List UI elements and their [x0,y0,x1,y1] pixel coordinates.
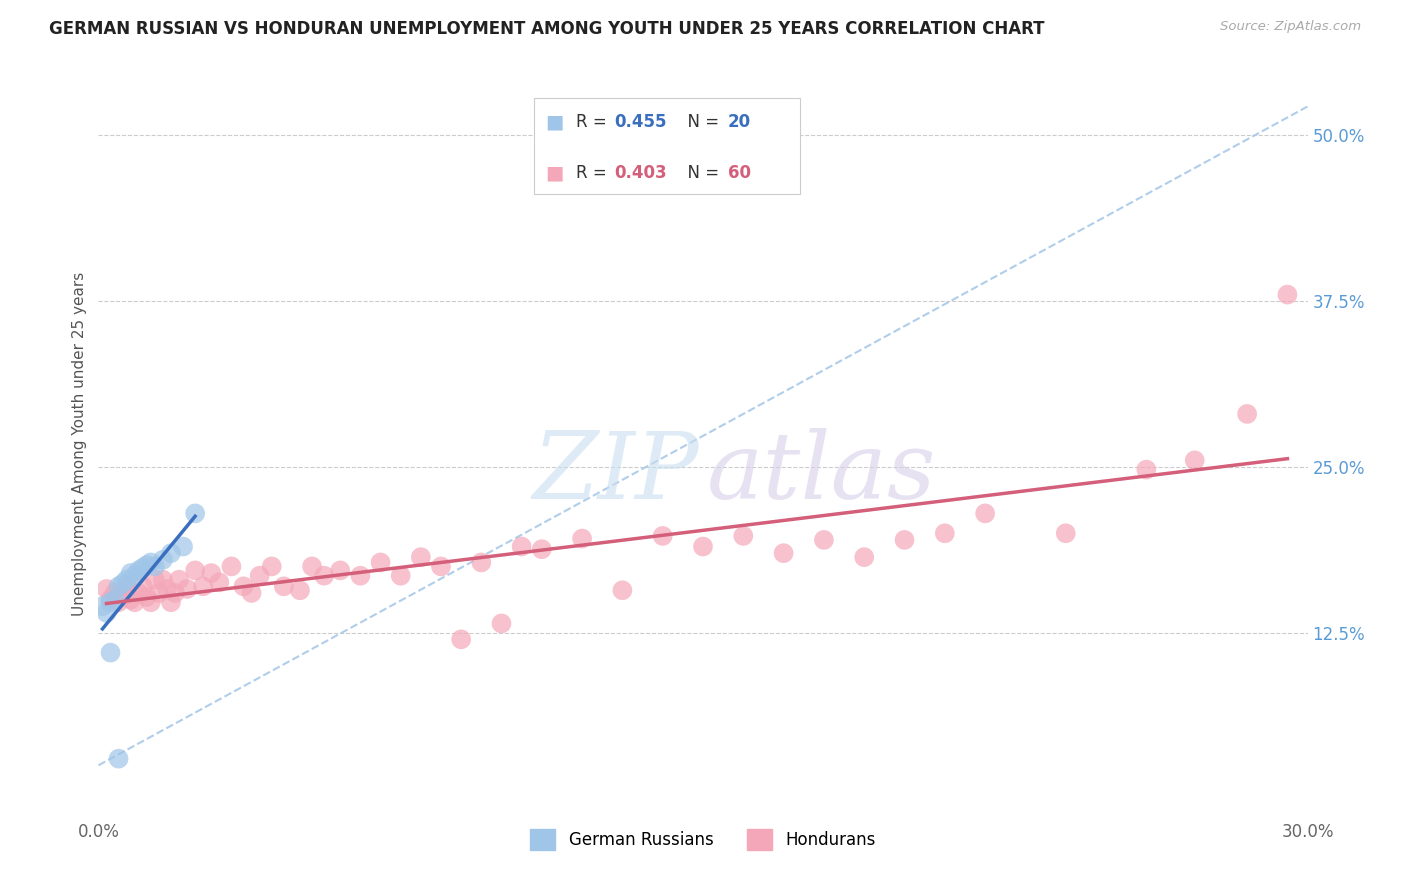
Point [143,559,166,574]
Point [273,579,295,593]
Text: Source: ZipAtlas.com: Source: ZipAtlas.com [1220,20,1361,33]
Point [571,532,593,546]
Point [132,560,155,574]
Point [103,592,125,607]
Point [221,559,243,574]
Point [232,579,254,593]
Text: 20: 20 [728,112,751,131]
Point [111,586,134,600]
Point [100,592,122,607]
Point [107,752,129,766]
Point [152,573,174,587]
Point [208,575,231,590]
Point [167,573,190,587]
Point [103,586,125,600]
Point [107,595,129,609]
Point [491,616,513,631]
Point [200,566,222,580]
Point [893,533,915,547]
Point [91,599,114,614]
Point [651,529,673,543]
Point [107,579,129,593]
Point [772,546,794,560]
Point [124,568,146,582]
Point [152,553,174,567]
Point [260,559,283,574]
Point [510,540,533,554]
Text: GERMAN RUSSIAN VS HONDURAN UNEMPLOYMENT AMONG YOUTH UNDER 25 YEARS CORRELATION C: GERMAN RUSSIAN VS HONDURAN UNEMPLOYMENT … [49,20,1045,37]
Point [450,632,472,647]
Text: 0.403: 0.403 [614,163,666,181]
Point [148,586,170,600]
Point [301,559,323,574]
Point [409,550,432,565]
Y-axis label: Unemployment Among Youth under 25 years: Unemployment Among Youth under 25 years [72,272,87,615]
Point [115,573,138,587]
Point [124,595,146,609]
Point [160,595,183,609]
Point [934,526,956,541]
Legend: German Russians, Hondurans: German Russians, Hondurans [524,822,882,856]
Point [160,546,183,560]
Text: 60: 60 [728,163,751,181]
Text: 0.455: 0.455 [614,112,666,131]
Point [120,592,142,607]
Point [176,582,198,596]
Point [135,590,157,604]
Point [184,563,207,577]
Point [1184,453,1206,467]
Text: R =: R = [576,163,612,181]
Point [1236,407,1258,421]
Point [139,595,162,609]
Point [692,540,714,554]
Point [184,507,207,521]
Point [135,558,157,573]
Point [470,556,492,570]
Point [329,563,352,577]
Point [288,583,311,598]
Point [100,595,122,609]
Point [389,568,412,582]
Point [163,586,186,600]
Point [100,646,122,660]
Point [349,568,371,582]
Point [249,568,271,582]
Point [139,556,162,570]
Text: ■: ■ [546,112,564,131]
Point [111,576,134,591]
Point [143,573,166,587]
Point [612,583,634,598]
Point [132,579,155,593]
Point [156,582,179,596]
Text: atlas: atlas [707,428,936,518]
Point [1054,526,1077,541]
Point [128,563,150,577]
Text: N =: N = [678,163,724,181]
Point [733,529,755,543]
Text: N =: N = [678,112,724,131]
Point [96,582,118,596]
Point [240,586,263,600]
Point [974,507,997,521]
Point [314,568,336,582]
Text: ZIP: ZIP [533,428,699,518]
Point [530,542,553,557]
Point [115,579,138,593]
Text: R =: R = [576,112,612,131]
Point [128,586,150,600]
Point [853,550,876,565]
Point [120,566,142,580]
Point [96,606,118,620]
Point [430,559,453,574]
Point [172,540,194,554]
Point [813,533,835,547]
Point [1135,462,1157,476]
Point [370,556,392,570]
Point [193,579,215,593]
Text: ■: ■ [546,163,564,182]
Point [1277,287,1299,301]
